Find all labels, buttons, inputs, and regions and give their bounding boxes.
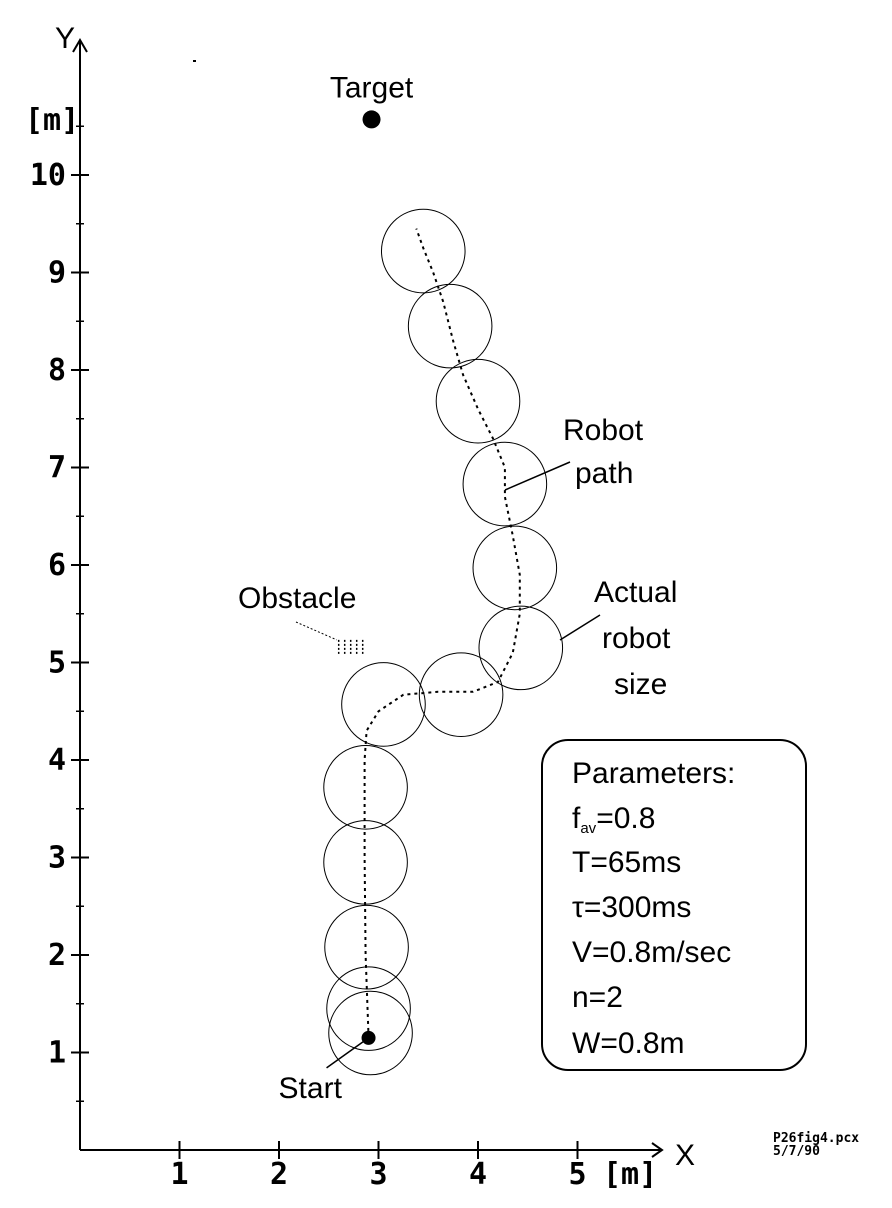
- x-tick-label: 4: [469, 1157, 487, 1192]
- parameter-f-av: fav=0.8: [572, 802, 655, 837]
- obstacle-label: Obstacle: [238, 582, 356, 615]
- start-label: Start: [279, 1072, 343, 1105]
- robot-path-leader-line: [504, 461, 571, 491]
- obstacle-marker: [337, 639, 364, 656]
- y-tick-label: 1: [48, 1036, 66, 1071]
- obstacle-leader-line: [295, 621, 337, 641]
- parameter-n: n=2: [572, 981, 623, 1014]
- x-axis-label: X: [675, 1139, 695, 1172]
- robot-position-circle: [478, 605, 564, 691]
- figure-note-filename: P26fig4.pcx: [773, 1131, 859, 1146]
- robot-position-circle: [341, 662, 426, 747]
- figure-note-date: 5/7/90: [773, 1144, 820, 1159]
- start-leader-line: [326, 1037, 369, 1069]
- robot-position-circle: [418, 652, 504, 737]
- robot-path-label-line2: path: [575, 457, 633, 490]
- y-tick-label: 5: [48, 646, 66, 681]
- y-tick-label: 7: [48, 451, 66, 486]
- y-tick-label: 9: [48, 256, 66, 291]
- scan-speck: [193, 60, 196, 62]
- x-tick-label: 1: [170, 1157, 188, 1192]
- robot-position-circle: [472, 525, 558, 611]
- parameters-box: [541, 739, 807, 1071]
- robot-size-leader-line: [559, 614, 601, 641]
- axis-ticks: 1 2 3 4 5 1 2 3 4 5 6 7 8 9 10: [30, 125, 587, 1192]
- robot-path-line: [363, 228, 521, 1038]
- robot-positions: [323, 208, 564, 1076]
- robot-position-circle: [328, 990, 413, 1076]
- robot-position-circle: [323, 745, 408, 830]
- x-unit-label: [m]: [603, 1157, 657, 1192]
- robot-position-circle: [462, 441, 548, 527]
- y-tick-label: 8: [48, 353, 66, 388]
- robot-position-circle: [407, 283, 493, 369]
- parameter-V: V=0.8m/sec: [572, 936, 731, 969]
- y-tick-label: 3: [48, 841, 66, 876]
- x-axis-arrowhead: [651, 1142, 664, 1158]
- robot-size-label-line2: robot: [602, 622, 671, 655]
- target-label: Target: [330, 71, 414, 104]
- robot-size-label-line3: size: [614, 668, 667, 701]
- x-tick-label: 3: [369, 1157, 387, 1192]
- parameter-W: W=0.8m: [572, 1027, 685, 1060]
- y-axis-arrowhead: [72, 38, 88, 53]
- robot-position-circle: [324, 904, 409, 990]
- robot-position-circle: [326, 966, 411, 1051]
- y-tick-label: 6: [48, 548, 66, 583]
- target-marker: [362, 110, 381, 129]
- x-tick-label: 2: [270, 1157, 288, 1192]
- y-tick-label: 2: [48, 938, 66, 973]
- parameters-title: Parameters:: [572, 757, 735, 790]
- robot-path-label-line1: Robot: [563, 414, 644, 447]
- robot-position-circle: [380, 208, 466, 294]
- robot-position-circle: [435, 358, 521, 444]
- robot-size-label-line1: Actual: [594, 576, 677, 609]
- y-axis-label: Y: [55, 22, 75, 55]
- y-unit-label: [m]: [25, 103, 79, 138]
- y-tick-label: 10: [30, 158, 66, 193]
- parameter-T: T=65ms: [572, 846, 681, 879]
- parameter-tau: τ=300ms: [572, 891, 691, 924]
- x-tick-label: 5: [568, 1157, 586, 1192]
- y-tick-label: 4: [48, 743, 66, 778]
